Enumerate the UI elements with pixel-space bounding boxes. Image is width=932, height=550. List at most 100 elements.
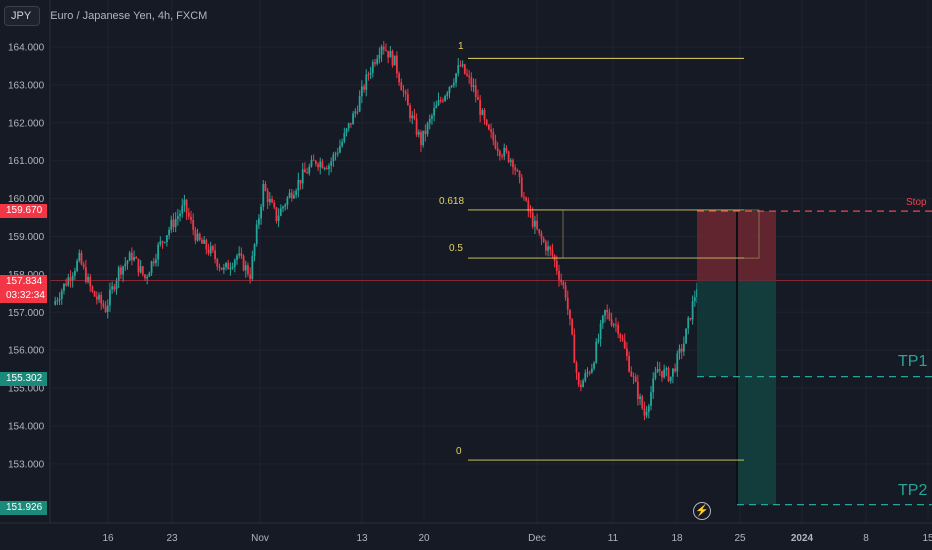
lightning-icon[interactable]: ⚡ — [693, 502, 711, 520]
candle-body — [374, 62, 376, 64]
candle-body — [435, 105, 438, 109]
candle-body — [580, 384, 582, 388]
symbol-search-button[interactable]: JPY — [4, 6, 41, 26]
candle-body — [461, 64, 464, 66]
candle-body — [437, 100, 440, 106]
current-price-value: 157.834 — [6, 276, 43, 287]
candle-body — [74, 270, 76, 276]
candle-body — [227, 262, 230, 270]
candle-body — [139, 266, 142, 273]
candle-body — [389, 50, 392, 58]
candle-body — [286, 197, 289, 205]
candle-body — [238, 253, 241, 256]
candle-body — [146, 276, 149, 279]
price-tick-label: 155.000 — [8, 384, 45, 395]
candle-body — [564, 285, 567, 298]
candle-body — [488, 124, 490, 130]
time-axis[interactable]: 16 23 Nov 13 20 Dec 11 18 25 2024 8 15 — [0, 522, 932, 544]
candle-body — [658, 369, 661, 371]
chart-title: Euro / Japanese Yen, 4h, FXCM — [50, 10, 208, 22]
candle-body — [258, 218, 260, 225]
time-tick-label: 2024 — [791, 533, 814, 544]
candle-body — [179, 213, 181, 217]
candle-body — [262, 184, 265, 207]
candle-body — [205, 239, 208, 250]
tp1-zone — [697, 280, 737, 377]
candle-body — [455, 73, 457, 83]
candle-body — [595, 341, 598, 363]
candle-body — [293, 195, 295, 199]
candle-body — [468, 75, 471, 78]
candle-body — [652, 378, 655, 393]
candle-body — [474, 85, 477, 98]
candle-body — [120, 267, 122, 275]
candle-body — [339, 146, 341, 153]
candle-body — [190, 216, 192, 220]
candle-body — [87, 276, 89, 282]
candle-body — [255, 224, 258, 245]
candle-body — [347, 123, 350, 129]
candle-body — [514, 167, 517, 171]
candle-body — [393, 55, 396, 66]
price-tick-label: 162.000 — [8, 118, 45, 129]
candle-body — [144, 274, 146, 279]
candle-body — [328, 165, 330, 169]
candle-body — [577, 372, 580, 385]
candle-body — [216, 259, 219, 267]
candle-body — [628, 356, 630, 372]
candle-body — [396, 55, 398, 74]
candle-body — [645, 411, 648, 416]
candle-body — [415, 118, 418, 135]
candle-body — [242, 255, 245, 271]
candle-body — [273, 202, 276, 208]
candle-body — [650, 392, 652, 406]
candle-body — [181, 205, 184, 214]
candle-body — [479, 99, 482, 115]
candle-body — [341, 141, 344, 147]
candle-body — [82, 264, 85, 267]
candle-body — [632, 376, 635, 378]
candle-body — [343, 132, 346, 142]
candle-body — [336, 152, 339, 154]
candle-body — [109, 289, 111, 306]
candle-body — [363, 86, 365, 90]
candle-body — [584, 373, 587, 381]
candle-body — [501, 155, 503, 157]
candle-body — [615, 324, 617, 326]
candle-body — [290, 192, 293, 199]
candle-body — [63, 283, 65, 291]
candle-body — [115, 280, 118, 290]
candle-body — [102, 303, 105, 307]
candle-body — [667, 368, 670, 382]
candle-body — [558, 270, 560, 280]
time-tick-label: 8 — [863, 533, 869, 544]
candle-body — [100, 294, 103, 304]
candle-body — [168, 229, 170, 236]
candle-body — [509, 160, 512, 162]
fib-label-1: 1 — [458, 41, 464, 52]
candle-body — [463, 64, 466, 74]
candle-body — [590, 368, 593, 373]
candle-body — [354, 111, 357, 114]
candle-body — [641, 396, 644, 409]
candle-body — [647, 405, 650, 412]
candle-body — [575, 362, 578, 373]
candle-body — [220, 267, 223, 270]
candle-body — [369, 72, 372, 75]
bar-countdown: 03:32:34 — [6, 290, 45, 301]
fib-label-0: 0 — [456, 446, 462, 457]
candle-body — [209, 246, 212, 254]
candle-body — [194, 229, 197, 241]
candle-body — [124, 263, 127, 267]
drawing-layer[interactable] — [50, 57, 932, 506]
time-tick-label: 18 — [671, 533, 683, 544]
candle-body — [691, 301, 694, 320]
candle-body — [58, 298, 61, 301]
candle-body — [222, 267, 225, 270]
candle-body — [518, 170, 521, 178]
candle-body — [597, 339, 600, 342]
candle-body — [231, 266, 234, 268]
candle-body — [428, 118, 431, 124]
